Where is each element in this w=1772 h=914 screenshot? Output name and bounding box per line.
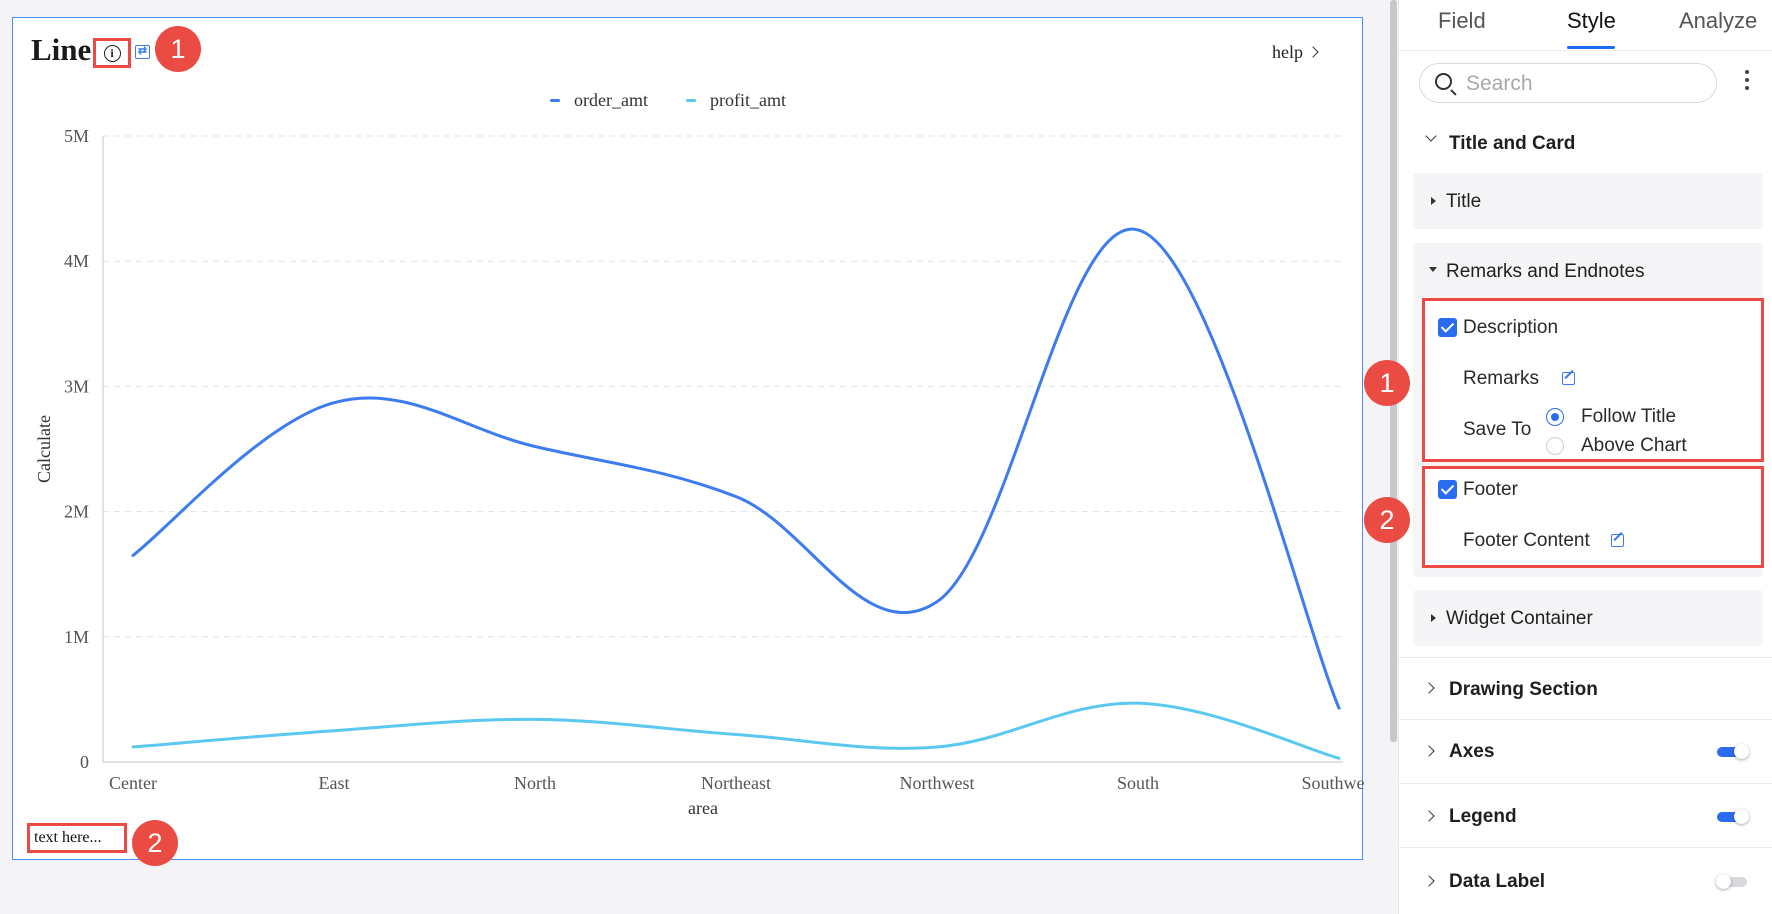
section-axes[interactable]: Axes xyxy=(1399,720,1772,784)
section-title-and-card[interactable]: Title and Card xyxy=(1399,114,1772,166)
y-tick-label: 3M xyxy=(64,376,89,396)
callout-badge-1-panel: 1 xyxy=(1364,360,1410,406)
section-legend-label: Legend xyxy=(1449,806,1517,827)
legend-swatch xyxy=(685,99,696,102)
y-tick-label: 4M xyxy=(64,251,89,271)
footer-checkbox[interactable] xyxy=(1438,480,1457,499)
tab-analyze[interactable]: Analyze xyxy=(1679,8,1758,33)
chart-legend: order_amt profit_amt xyxy=(550,90,786,111)
data-label-toggle[interactable] xyxy=(1716,874,1747,889)
subsection-title[interactable]: Title xyxy=(1413,173,1763,229)
x-tick-label: East xyxy=(319,773,350,793)
chevron-right-icon xyxy=(1423,875,1435,887)
more-options-icon[interactable] xyxy=(1745,70,1749,90)
axes-toggle[interactable] xyxy=(1717,744,1749,759)
caret-right-icon xyxy=(1431,197,1436,205)
subsection-title-label: Title xyxy=(1446,191,1482,212)
help-link[interactable]: help xyxy=(1272,42,1319,63)
section-title: Title and Card xyxy=(1449,133,1576,154)
x-axis-title: area xyxy=(688,798,718,818)
edit-footer-content-icon[interactable] xyxy=(1611,534,1624,547)
follow-title-radio[interactable] xyxy=(1546,408,1564,426)
chevron-right-icon xyxy=(1307,46,1319,58)
chevron-right-icon xyxy=(1423,810,1435,822)
y-tick-label: 2M xyxy=(64,502,89,522)
section-legend[interactable]: Legend xyxy=(1399,784,1772,848)
x-tick-label: Northeast xyxy=(701,773,771,793)
edit-remarks-icon[interactable] xyxy=(1562,372,1575,385)
callout-badge-2: 2 xyxy=(132,820,178,866)
legend-label: profit_amt xyxy=(709,90,786,110)
chevron-down-icon xyxy=(1425,130,1437,142)
follow-title-label[interactable]: Follow Title xyxy=(1581,406,1677,427)
tab-style[interactable]: Style xyxy=(1567,8,1616,33)
x-tick-label: Center xyxy=(109,773,157,793)
chevron-right-icon xyxy=(1423,745,1435,757)
footer-text: text here... xyxy=(27,823,127,853)
callout-badge-2-panel: 2 xyxy=(1364,497,1410,543)
section-data-label-label: Data Label xyxy=(1449,871,1546,892)
line-chart: 0 1M 2M 3M 4M 5M Center East North Northeast North… xyxy=(34,126,1364,818)
above-chart-label[interactable]: Above Chart xyxy=(1581,435,1687,456)
chart-card: 0 1M 2M 3M 4M 5M Center East North Northeast North… xyxy=(12,17,1364,866)
x-tick-label: North xyxy=(514,773,556,793)
chart-title: Line xyxy=(31,32,92,67)
legend-toggle[interactable] xyxy=(1717,809,1749,824)
legend-label: order_amt xyxy=(574,90,648,110)
remarks-label: Remarks xyxy=(1463,368,1540,389)
tab-field[interactable]: Field xyxy=(1438,8,1486,33)
search-box xyxy=(1419,63,1717,103)
y-tick-label: 0 xyxy=(80,752,89,772)
x-tick-label: Southwest xyxy=(1301,773,1364,793)
section-drawing[interactable]: Drawing Section xyxy=(1399,657,1772,720)
style-panel: Field Style Analyze Title and Card Title… xyxy=(1398,0,1772,914)
swap-icon[interactable]: ⇄ xyxy=(135,45,150,59)
y-tick-label: 5M xyxy=(64,126,89,146)
series-line-profit_amt xyxy=(131,701,1341,760)
section-drawing-label: Drawing Section xyxy=(1449,679,1598,700)
help-label: help xyxy=(1272,42,1303,62)
search-input[interactable] xyxy=(1464,68,1708,100)
caret-right-icon xyxy=(1431,614,1436,622)
legend-item-profit-amt[interactable]: profit_amt xyxy=(685,90,786,111)
description-checkbox[interactable] xyxy=(1438,318,1457,337)
description-highlight: i xyxy=(93,38,131,68)
section-data-label[interactable]: Data Label xyxy=(1399,848,1772,914)
chevron-right-icon xyxy=(1423,682,1435,694)
legend-item-order-amt[interactable]: order_amt xyxy=(550,90,648,111)
series-line-order_amt xyxy=(131,227,1341,710)
info-icon[interactable]: i xyxy=(103,44,121,62)
section-axes-label: Axes xyxy=(1449,741,1495,762)
footer-label: Footer xyxy=(1463,479,1518,500)
subsection-widget-container-label: Widget Container xyxy=(1446,608,1593,629)
save-to-label: Save To xyxy=(1463,419,1532,440)
description-label: Description xyxy=(1463,317,1559,338)
subsection-widget-container[interactable]: Widget Container xyxy=(1413,590,1763,646)
search-icon xyxy=(1435,73,1452,90)
above-chart-radio[interactable] xyxy=(1546,437,1564,455)
footer-content-label: Footer Content xyxy=(1463,530,1590,551)
y-axis-title: Calculate xyxy=(34,415,54,483)
legend-swatch xyxy=(550,99,560,102)
description-options-highlight: Description Remarks Save To Follow Title… xyxy=(1422,298,1764,462)
active-tab-indicator xyxy=(1567,46,1615,49)
caret-down-icon[interactable] xyxy=(1429,267,1437,272)
callout-badge-1: 1 xyxy=(155,26,201,72)
footer-options-highlight: Footer Footer Content xyxy=(1422,466,1764,568)
subsection-remarks-label[interactable]: Remarks and Endnotes xyxy=(1446,261,1645,282)
x-tick-label: Northwest xyxy=(900,773,975,793)
y-tick-label: 1M xyxy=(64,627,89,647)
x-tick-label: South xyxy=(1117,773,1159,793)
panel-tabs: Field Style Analyze xyxy=(1399,0,1772,51)
